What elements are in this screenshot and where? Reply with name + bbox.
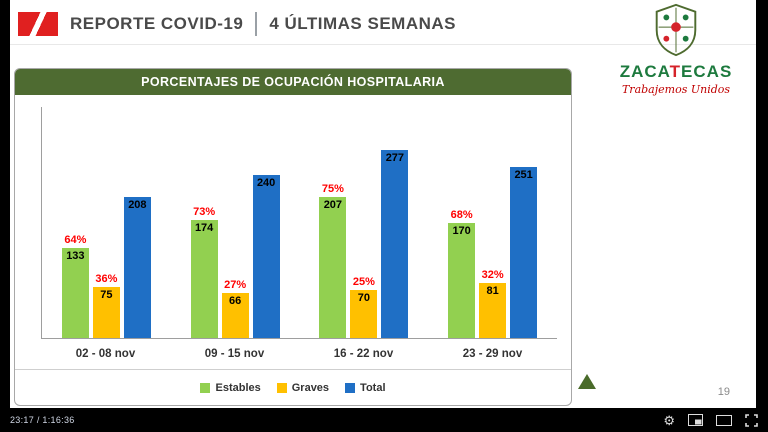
percent-label: 73% <box>193 205 216 218</box>
title-divider <box>255 12 258 36</box>
category-label: 02 - 08 nov <box>75 348 136 360</box>
percent-label: 64% <box>64 233 87 246</box>
legend-label: Estables <box>215 381 261 394</box>
presentation-slide: REPORTE COVID-19 4 ÚLTIMAS SEMANAS ZACAT… <box>10 0 756 408</box>
bar: 174 <box>190 219 218 338</box>
bar-graves-2: 25% 70 <box>350 107 378 338</box>
bar-total-3: 251 <box>510 107 538 338</box>
legend-swatch <box>345 382 356 393</box>
bar-group: 64% 133 36% 75 208 <box>42 107 171 338</box>
bar: 240 <box>252 174 280 338</box>
slide-page-number: 19 <box>717 386 730 398</box>
percent-label: 75% <box>321 183 344 196</box>
value-label: 240 <box>256 176 276 189</box>
percent-label: 32% <box>481 268 504 281</box>
legend-item-estables: Estables <box>200 381 261 394</box>
green-triangle-icon <box>578 374 596 389</box>
zacatecas-wordmark: ZACATECAS <box>619 62 733 81</box>
report-subtitle: 4 ÚLTIMAS SEMANAS <box>269 14 457 33</box>
category-label: 09 - 15 nov <box>204 348 265 360</box>
bar-chart-plot: 64% 133 36% 75 208 73% 174 27% 66 240 75% 207 25% 70 2… <box>41 107 557 339</box>
bar: 75 <box>92 287 120 338</box>
miniplayer-icon[interactable] <box>688 414 703 426</box>
bar: 81 <box>479 282 507 338</box>
value-label: 66 <box>229 295 242 308</box>
bar-total-0: 208 <box>123 107 151 338</box>
bar-graves-0: 36% 75 <box>92 107 120 338</box>
bar-estables-0: 64% 133 <box>61 107 89 338</box>
value-label: 207 <box>323 199 343 212</box>
legend-swatch <box>200 382 211 393</box>
bar-group: 73% 174 27% 66 240 <box>171 107 300 338</box>
percent-label: 36% <box>95 273 118 286</box>
slide-header: REPORTE COVID-19 4 ÚLTIMAS SEMANAS <box>10 0 756 45</box>
settings-icon[interactable]: ⚙ <box>663 412 675 428</box>
x-axis-labels: 02 - 08 nov 09 - 15 nov 16 - 22 nov 23 - 29… <box>41 339 557 369</box>
value-label: 208 <box>128 198 147 211</box>
legend-swatch <box>276 382 287 393</box>
zacatecas-logo: ZACATECAS Trabajemos Unidos <box>610 2 742 96</box>
report-title: REPORTE COVID-19 <box>70 14 244 33</box>
bar-estables-3: 68% 170 <box>448 107 476 338</box>
bar: 66 <box>221 293 249 338</box>
hospital-occupancy-chart-panel: PORCENTAJES DE OCUPACIÓN HOSPITALARIA 64… <box>14 68 572 406</box>
fullscreen-icon[interactable] <box>745 413 758 427</box>
legend-label: Total <box>360 381 386 394</box>
value-label: 75 <box>100 289 113 302</box>
category-label: 23 - 29 nov <box>462 348 523 360</box>
legend-item-graves: Graves <box>276 381 330 394</box>
bar-group: 75% 207 25% 70 277 <box>300 107 429 338</box>
red-accent-mark <box>18 12 58 36</box>
bar-estables-1: 73% 174 <box>190 107 218 338</box>
bar-estables-2: 75% 207 <box>319 107 347 338</box>
bar-total-1: 240 <box>252 107 280 338</box>
bar: 207 <box>319 197 347 338</box>
bar-graves-3: 32% 81 <box>479 107 507 338</box>
value-label: 70 <box>357 292 370 305</box>
bar: 70 <box>350 290 378 338</box>
bar: 251 <box>510 167 538 338</box>
category-label: 16 - 22 nov <box>333 348 394 360</box>
chart-legend: Estables Graves Total <box>15 369 571 405</box>
value-label: 81 <box>486 284 499 297</box>
legend-item-total: Total <box>345 381 386 394</box>
theater-mode-icon[interactable] <box>716 414 732 426</box>
value-label: 277 <box>385 151 405 164</box>
bar-group: 68% 170 32% 81 251 <box>428 107 557 338</box>
percent-label: 25% <box>352 276 375 289</box>
player-control-icons: ⚙ <box>663 414 758 427</box>
zacatecas-slogan: Trabajemos Unidos <box>621 82 731 96</box>
percent-label: 68% <box>450 208 473 221</box>
bar: 133 <box>61 247 89 338</box>
bar: 170 <box>448 222 476 338</box>
zacatecas-crest-icon <box>655 3 697 57</box>
bar-total-2: 277 <box>381 107 409 338</box>
legend-label: Graves <box>291 381 330 394</box>
bar-graves-1: 27% 66 <box>221 107 249 338</box>
bar: 208 <box>123 196 151 338</box>
value-label: 251 <box>514 169 533 182</box>
percent-label: 27% <box>224 279 247 292</box>
playback-time: 23:17 / 1:16:36 <box>10 415 75 425</box>
bar: 277 <box>381 149 409 338</box>
value-label: 133 <box>66 249 85 262</box>
value-label: 174 <box>194 221 214 234</box>
value-label: 170 <box>452 224 471 237</box>
chart-title: PORCENTAJES DE OCUPACIÓN HOSPITALARIA <box>15 69 571 95</box>
video-controls: 23:17 / 1:16:36 ⚙ <box>0 408 768 432</box>
